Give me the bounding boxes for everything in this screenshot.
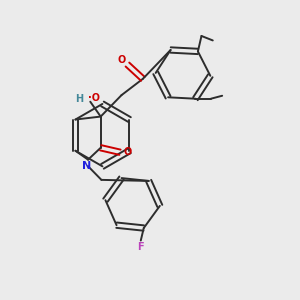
Text: N: N: [82, 161, 91, 171]
Text: O: O: [118, 55, 126, 65]
Text: F: F: [137, 242, 144, 252]
Text: ·O: ·O: [88, 93, 100, 103]
Text: O: O: [124, 147, 132, 157]
Text: H: H: [75, 94, 83, 104]
